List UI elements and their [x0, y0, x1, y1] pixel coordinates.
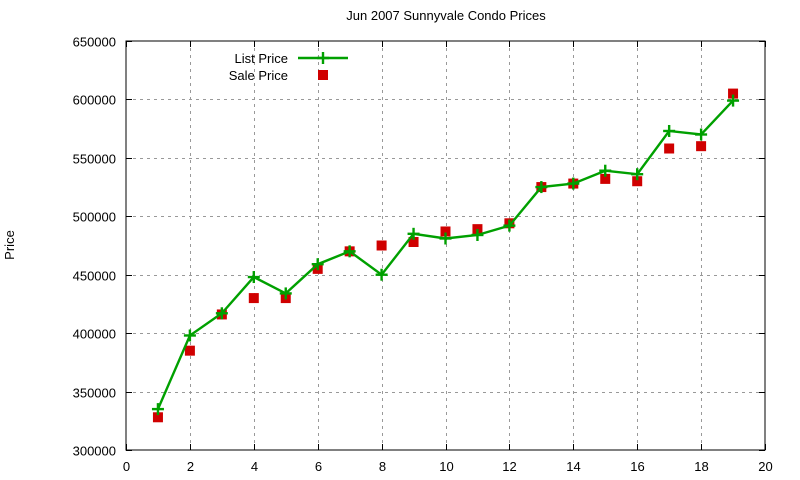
series-layer	[151, 88, 740, 423]
y-axis-tick-label: 450000	[73, 269, 116, 284]
legend-square-icon	[318, 70, 328, 80]
list-price-point	[215, 307, 228, 320]
legend-label: List Price	[235, 51, 288, 66]
x-axis-tick-label: 4	[251, 459, 258, 474]
sale-price-point	[248, 293, 259, 304]
list-price-point	[567, 177, 580, 190]
y-axis-tick-label: 550000	[73, 152, 116, 167]
list-price-point	[471, 228, 484, 241]
y-axis-tick-label: 650000	[73, 35, 116, 50]
legend-entry: List Price	[235, 51, 348, 66]
sale-price-point	[408, 236, 419, 247]
list-price-point	[439, 232, 452, 245]
y-axis-tick-label: 400000	[73, 327, 116, 342]
y-axis-tick-label: 300000	[73, 444, 116, 459]
x-axis-tick-label: 8	[379, 459, 386, 474]
chart-title: Jun 2007 Sunnyvale Condo Prices	[346, 8, 546, 23]
legend-entry: Sale Price	[229, 68, 328, 83]
list-price-point	[663, 124, 676, 137]
list-price-point	[375, 268, 388, 281]
list-price-point	[247, 271, 260, 284]
list-price-point	[183, 329, 196, 342]
sale-price-point	[376, 240, 387, 251]
sale-price-point	[152, 412, 163, 423]
list-price-point	[343, 245, 356, 258]
y-axis-tick-labels: 300000 350000 400000 450000 500000 550000 6000…	[73, 35, 116, 459]
chart-legend: List Price Sale Price	[229, 51, 348, 83]
x-axis-tick-label: 12	[502, 459, 516, 474]
y-axis-tick-label: 350000	[73, 386, 116, 401]
plot-frame	[125, 40, 766, 451]
list-price-point	[631, 168, 644, 181]
list-price-point	[535, 181, 548, 194]
list-price-point	[279, 287, 292, 300]
x-axis-tick-label: 6	[315, 459, 322, 474]
x-axis-tick-label: 2	[187, 459, 194, 474]
list-price-point	[503, 219, 516, 232]
list-price-point	[151, 403, 164, 416]
sale-price-point	[632, 176, 643, 187]
legend-cross-icon	[317, 52, 329, 64]
x-axis-tick-label: 10	[439, 459, 453, 474]
x-axis-tick-label: 20	[758, 459, 772, 474]
y-axis-tick-label: 600000	[73, 93, 116, 108]
x-axis-tick-label: 18	[694, 459, 708, 474]
sale-price-point	[696, 141, 707, 152]
list-price-point	[407, 227, 420, 240]
y-axis-tick-label: 500000	[73, 210, 116, 225]
sale-price-point	[440, 226, 451, 237]
sale-price-point	[728, 88, 739, 99]
list-price-point	[599, 164, 612, 177]
list-price-point	[311, 258, 324, 271]
x-axis-tick-label: 14	[566, 459, 580, 474]
sale-price-point	[664, 143, 675, 154]
y-axis-label: Price	[2, 230, 17, 260]
x-axis-tick-label: 16	[630, 459, 644, 474]
x-axis-tick-labels: 0 2 4 6 8 10 12 14 16 18 20	[123, 459, 773, 474]
list-price-point	[727, 94, 740, 107]
legend-label: Sale Price	[229, 68, 288, 83]
list-price-point	[695, 128, 708, 141]
sale-price-point	[600, 173, 611, 184]
sale-price-point	[184, 345, 195, 356]
list-price-series	[151, 94, 740, 416]
x-axis-tick-label: 0	[123, 459, 130, 474]
